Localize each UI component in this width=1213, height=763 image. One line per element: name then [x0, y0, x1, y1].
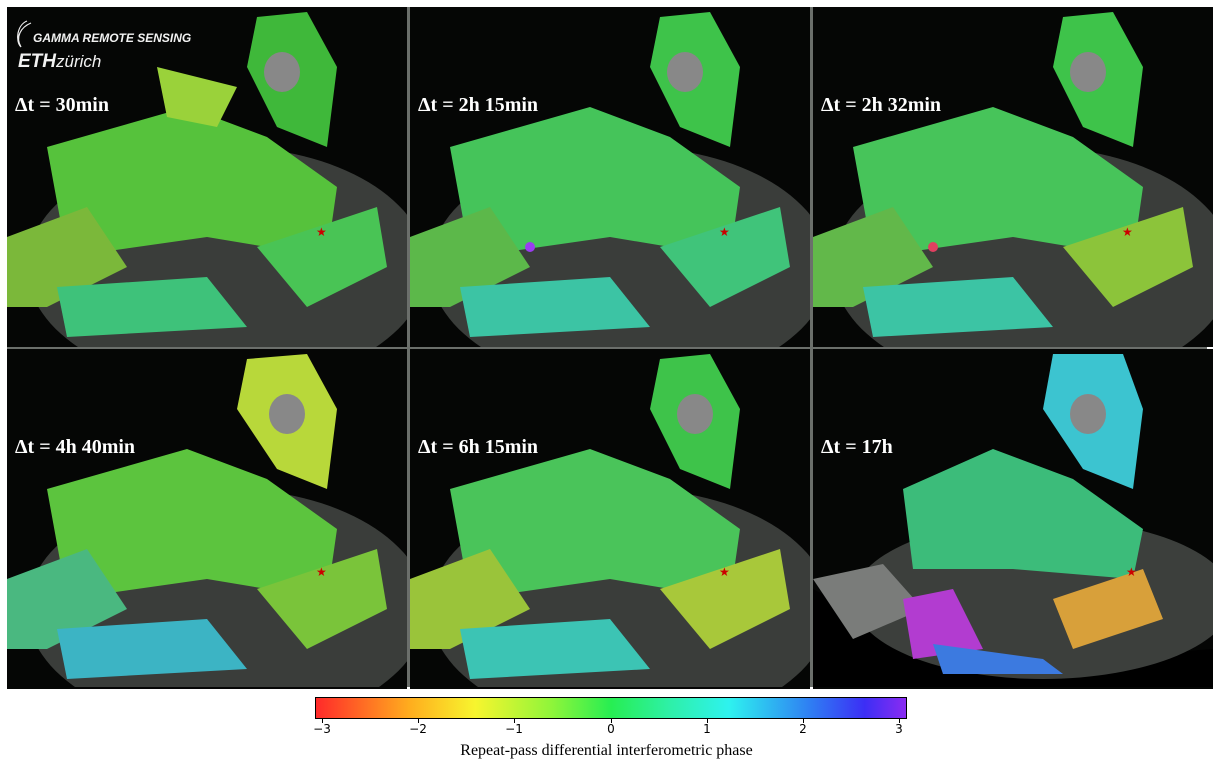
scene-image: [7, 354, 407, 687]
colorbar-tick-label: −3: [313, 722, 331, 736]
interferogram-panel-2h15min: ★ Δt = 2h 15min: [410, 7, 810, 347]
eth-text: ETH: [18, 51, 56, 72]
panel-time-label: Δt = 2h 32min: [821, 94, 942, 116]
panel-time-label: Δt = 6h 15min: [418, 436, 539, 458]
phase-colorbar: [315, 697, 907, 719]
colorbar-tick: [611, 719, 612, 723]
panel-time-label: Δt = 30min: [15, 94, 109, 116]
colorbar-tick-label: −2: [409, 722, 427, 736]
reference-star-icon: ★: [316, 565, 327, 579]
colorbar-tick: [707, 719, 708, 723]
colorbar-tick: [899, 719, 900, 723]
zurich-text: zürich: [56, 52, 102, 71]
interferogram-panel-4h40min: ★ Δt = 4h 40min: [7, 349, 407, 689]
horizontal-divider: [7, 347, 1207, 349]
colorbar-tick-label: 3: [895, 722, 903, 736]
interferogram-panel-17h: ★ Δt = 17h: [813, 349, 1213, 689]
interferogram-panel-2h32min: ★ Δt = 2h 32min: [813, 7, 1213, 347]
interferogram-grid: ★ Δt = 30min GAMMA REMOTE SENSING ETHzür…: [7, 7, 1213, 689]
reference-star-icon: ★: [1126, 565, 1137, 579]
panel-time-label: Δt = 4h 40min: [15, 436, 136, 458]
colorbar-tick: [514, 719, 515, 723]
reference-star-icon: ★: [719, 225, 730, 239]
scene-image: [410, 12, 810, 347]
reference-star-icon: ★: [316, 225, 327, 239]
colorbar-tick-label: −1: [505, 722, 523, 736]
interferogram-panel-6h15min: ★ Δt = 6h 15min: [410, 349, 810, 689]
scene-image: [813, 12, 1213, 347]
gamma-logo-icon: [17, 20, 32, 48]
interferogram-panel-30min: ★ Δt = 30min GAMMA REMOTE SENSING ETHzür…: [7, 7, 407, 347]
colorbar-tick: [322, 719, 323, 723]
gamma-remote-sensing-text: GAMMA REMOTE SENSING: [33, 31, 192, 45]
scene-image: [410, 354, 810, 687]
colorbar-tick: [803, 719, 804, 723]
panel-time-label: Δt = 17h: [821, 436, 893, 458]
colorbar-tick-label: 2: [799, 722, 807, 736]
scene-image: [7, 12, 407, 347]
colorbar-tick-label: 0: [607, 722, 615, 736]
scene-image: [813, 354, 1213, 687]
colorbar-label: Repeat-pass differential interferometric…: [460, 742, 753, 759]
reference-star-icon: ★: [1122, 225, 1133, 239]
eth-zurich-logo: ETHzürich: [18, 51, 101, 73]
reference-star-icon: ★: [719, 565, 730, 579]
colorbar-tick-label: 1: [703, 722, 711, 736]
panel-time-label: Δt = 2h 15min: [418, 94, 539, 116]
colorbar-tick: [418, 719, 419, 723]
